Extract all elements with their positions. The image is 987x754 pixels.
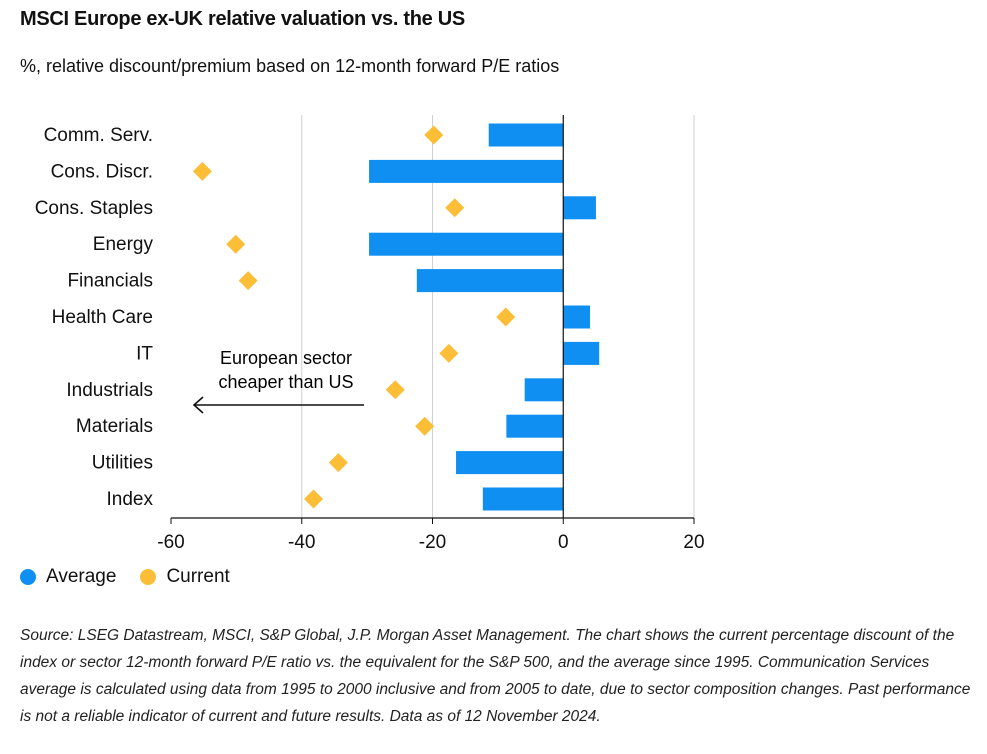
average-dot-icon <box>20 569 36 585</box>
legend-current: Current <box>140 566 230 588</box>
average-bar <box>369 159 564 183</box>
source-note: Source: LSEG Datastream, MSCI, S&P Globa… <box>20 627 971 725</box>
average-bar <box>482 487 564 511</box>
chart: Comm. Serv. Cons. Discr. Cons. Staples Ener… <box>35 115 705 553</box>
average-bar <box>506 414 564 438</box>
average-bar <box>488 123 564 147</box>
chart-title: MSCI Europe ex-UK relative valuation vs.… <box>20 8 465 30</box>
current-diamond <box>385 380 405 400</box>
current-diamond <box>304 489 324 509</box>
category-label: Materials <box>76 416 153 437</box>
average-bar <box>456 451 564 475</box>
current-diamond <box>439 343 459 363</box>
chart-subtitle: %, relative discount/premium based on 12… <box>20 56 560 76</box>
legend-average-label: Average <box>46 566 117 587</box>
category-label: IT <box>136 343 153 364</box>
category-label: Comm. Serv. <box>44 125 153 146</box>
legend-current-label: Current <box>166 566 230 587</box>
average-bar <box>524 378 564 402</box>
legend-average: Average <box>20 566 116 588</box>
category-label: Health Care <box>52 307 153 328</box>
x-tick-label: -40 <box>288 532 315 553</box>
annotation-line1: European sector <box>220 348 352 368</box>
arrow-left-icon <box>192 396 364 414</box>
annotation-line2: cheaper than US <box>218 372 353 392</box>
category-label: Cons. Discr. <box>51 161 153 182</box>
current-diamond <box>445 198 465 218</box>
category-label: Industrials <box>66 380 153 401</box>
legend: Average Current <box>20 566 254 588</box>
average-bar <box>416 269 564 293</box>
x-tick-label: -20 <box>419 532 446 553</box>
average-bar <box>563 305 591 329</box>
current-diamond <box>238 271 258 291</box>
current-diamond <box>192 161 212 181</box>
average-bar <box>563 341 600 365</box>
current-dot-icon <box>140 569 157 585</box>
category-label: Utilities <box>92 453 153 474</box>
x-tick-label: 20 <box>683 532 704 553</box>
current-diamond <box>226 234 246 254</box>
category-label: Cons. Staples <box>35 198 153 219</box>
category-label: Index <box>107 489 154 510</box>
current-diamond <box>415 416 435 436</box>
current-diamond <box>328 453 348 473</box>
category-label: Energy <box>93 234 154 255</box>
current-diamond <box>496 307 516 327</box>
average-bar <box>563 196 596 220</box>
current-diamond <box>424 125 444 145</box>
x-tick-label: -60 <box>157 532 184 553</box>
average-bar <box>369 232 564 256</box>
category-label: Financials <box>67 271 153 292</box>
x-tick-label: 0 <box>558 532 569 553</box>
